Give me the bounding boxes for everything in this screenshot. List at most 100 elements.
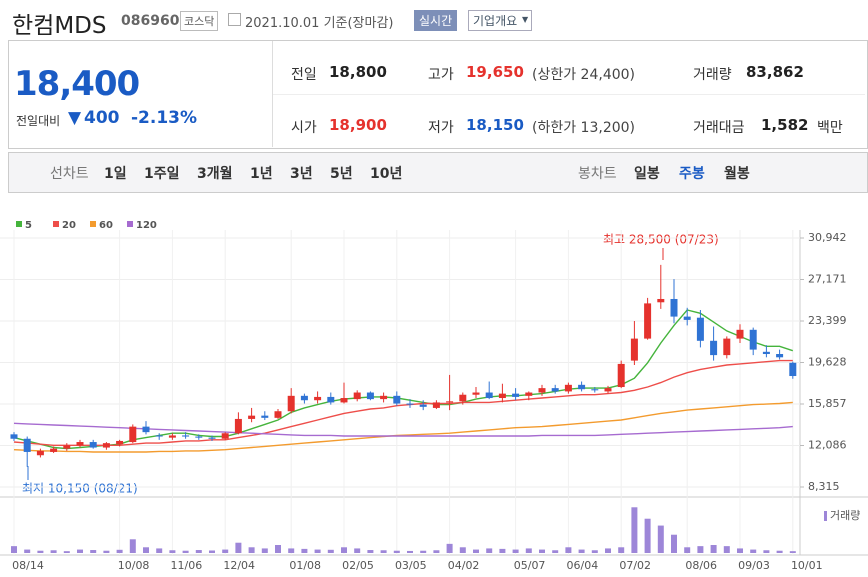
company-label: 기업개요	[473, 14, 518, 28]
volume-bar	[776, 550, 783, 553]
nav-item[interactable]: 3년	[290, 166, 313, 182]
candle-body	[274, 411, 282, 418]
volume-bar	[723, 546, 730, 553]
volume-bar	[486, 548, 493, 553]
volume-bar	[156, 548, 163, 553]
legend-swatch	[53, 221, 59, 227]
nav-item[interactable]: 10년	[370, 166, 403, 182]
field-value: 18,800	[329, 63, 387, 81]
volume-bar	[222, 549, 229, 553]
candle-body	[604, 388, 612, 392]
market-badge: 코스닥	[180, 11, 219, 31]
volume-bar	[129, 539, 136, 553]
volume-bar	[605, 548, 611, 553]
divider	[272, 41, 273, 147]
candle-body	[36, 450, 44, 456]
candle-body	[551, 388, 559, 392]
legend-label: 5	[25, 220, 32, 231]
nav-item[interactable]: 5년	[330, 166, 353, 182]
volume-bar	[24, 549, 31, 553]
candle-body	[155, 435, 163, 437]
x-tick-label: 12/04	[223, 559, 255, 572]
volume-bar	[341, 547, 347, 553]
candle-body	[129, 426, 137, 443]
nav-item[interactable]: 주봉	[679, 166, 705, 182]
candle-body	[630, 338, 638, 361]
candle-body	[498, 393, 506, 399]
candle-body	[102, 443, 110, 448]
candle-body	[406, 403, 414, 405]
volume-bar	[407, 550, 413, 553]
field-value: 18,150	[466, 116, 524, 134]
volume-bar	[697, 546, 704, 553]
candle-body	[50, 448, 58, 452]
x-tick-label: 07/02	[619, 559, 651, 572]
candle-body	[512, 393, 520, 397]
nav-bar	[8, 152, 868, 193]
candle-body	[564, 384, 572, 392]
candle-body	[76, 442, 84, 446]
field-label: 시가	[291, 120, 317, 136]
nav-item[interactable]: 월봉	[724, 166, 750, 182]
candle-body	[23, 438, 31, 452]
candle-body	[644, 303, 652, 339]
field-value: 18,900	[329, 116, 387, 134]
nav-item[interactable]: 1일	[104, 166, 127, 182]
candle-body	[736, 329, 744, 339]
volume-bar	[195, 550, 202, 553]
x-tick-label: 10/08	[118, 559, 150, 572]
x-tick-label: 09/03	[738, 559, 770, 572]
candle-body	[446, 401, 454, 403]
candle-body	[393, 395, 401, 404]
nav-item[interactable]: 1주일	[144, 166, 180, 182]
calendar-icon	[228, 13, 241, 26]
field-value: 19,650	[466, 63, 524, 81]
candle-body	[261, 415, 269, 418]
nav-label: 봉차트	[578, 166, 617, 182]
ma-line	[13, 401, 793, 453]
candle-body	[353, 392, 361, 400]
field-label: 고가	[428, 67, 454, 83]
y-tick-label: 8,315	[808, 480, 840, 493]
volume-bar	[763, 550, 770, 553]
volume-bar	[565, 547, 572, 553]
y-tick-label: 27,171	[808, 272, 847, 285]
field-note: (상한가 24,400)	[532, 67, 636, 83]
volume-bar	[459, 547, 466, 553]
volume-bar	[446, 543, 453, 553]
candle-body	[234, 418, 242, 434]
volume-bar	[354, 548, 361, 553]
volume-bar	[103, 550, 110, 553]
realtime-button[interactable]: 실시간	[414, 10, 458, 31]
volume-bar	[393, 550, 400, 553]
candle-body	[327, 396, 335, 403]
nav-item[interactable]: 3개월	[197, 166, 233, 182]
volume-bar	[684, 547, 691, 553]
change-label: 전일대비	[16, 114, 61, 128]
candle-body	[419, 404, 427, 407]
volume-bar	[261, 548, 268, 553]
candle-body	[195, 436, 203, 438]
field-label: 전일	[291, 67, 317, 83]
candle-body	[683, 316, 691, 320]
dropdown-arrow: ▼	[522, 15, 529, 24]
nav-item[interactable]: 일봉	[634, 166, 660, 182]
legend-swatch	[127, 221, 133, 227]
company-button[interactable]: 기업개요 ▼	[468, 10, 533, 31]
x-tick-label: 06/04	[567, 559, 599, 572]
ma-line	[13, 309, 794, 450]
field-note: (하한가 13,200)	[532, 120, 636, 136]
volume-bar	[420, 550, 427, 553]
candle-body	[591, 389, 599, 391]
nav-item[interactable]: 1년	[250, 166, 273, 182]
legend-swatch	[90, 221, 96, 227]
candle-body	[287, 395, 295, 412]
ma-line	[13, 359, 793, 446]
stock-name: 한컴MDS	[12, 13, 107, 39]
legend-label: 60	[99, 220, 113, 231]
date: 2021.10.01 기준(장마감)	[245, 16, 394, 31]
volume-bar	[380, 550, 387, 553]
volume-bar	[288, 548, 295, 553]
candle-body	[366, 392, 374, 400]
field-unit: 백만	[817, 120, 843, 136]
